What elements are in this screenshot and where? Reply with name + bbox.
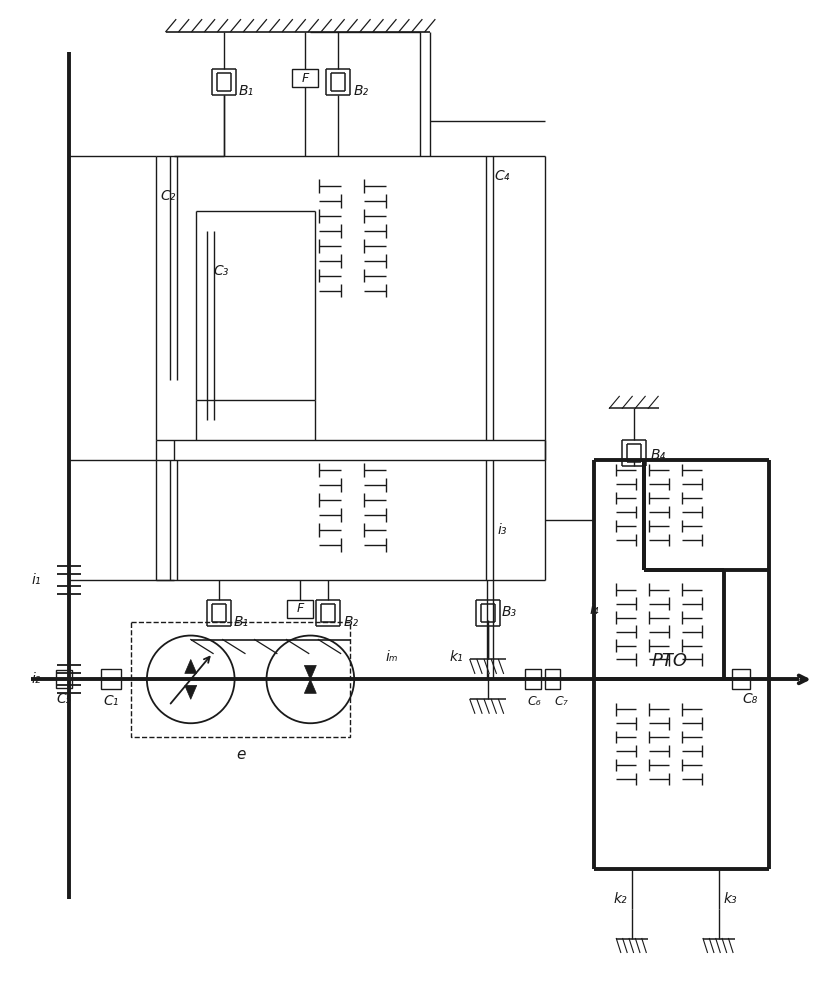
Bar — [544, 669, 561, 689]
Text: C₈: C₈ — [743, 692, 758, 706]
Polygon shape — [304, 665, 316, 679]
Text: C₆: C₆ — [528, 695, 542, 708]
Polygon shape — [185, 685, 196, 699]
Text: B₁: B₁ — [238, 84, 254, 98]
Text: i₄: i₄ — [589, 603, 599, 617]
Polygon shape — [304, 679, 316, 693]
Text: C₅: C₅ — [57, 692, 72, 706]
Text: PTO: PTO — [651, 652, 687, 670]
Text: B₂: B₂ — [353, 84, 368, 98]
Text: iₘ: iₘ — [385, 650, 398, 664]
Text: i₂: i₂ — [31, 672, 41, 686]
Text: B₃: B₃ — [501, 605, 517, 619]
Text: B₂: B₂ — [344, 615, 358, 629]
Text: C₄: C₄ — [495, 169, 510, 183]
Text: k₁: k₁ — [450, 650, 464, 664]
Bar — [288, 600, 313, 618]
Text: C₃: C₃ — [214, 264, 229, 278]
Bar — [732, 669, 750, 689]
Bar — [101, 669, 121, 689]
Text: F: F — [302, 72, 309, 85]
Bar — [131, 622, 350, 737]
Bar — [524, 669, 541, 689]
Text: B₄: B₄ — [650, 448, 665, 462]
Text: C₇: C₇ — [555, 695, 568, 708]
Bar — [56, 670, 72, 688]
Text: C₁: C₁ — [104, 694, 118, 708]
Text: B₁: B₁ — [233, 615, 249, 629]
Text: F: F — [297, 602, 304, 615]
Text: C₂: C₂ — [161, 189, 176, 203]
Text: i₁: i₁ — [31, 573, 41, 587]
Text: k₂: k₂ — [614, 892, 627, 906]
Text: k₃: k₃ — [724, 892, 737, 906]
Text: e: e — [236, 747, 245, 762]
Text: i₃: i₃ — [497, 523, 507, 537]
Polygon shape — [185, 659, 196, 673]
Bar — [293, 69, 318, 87]
